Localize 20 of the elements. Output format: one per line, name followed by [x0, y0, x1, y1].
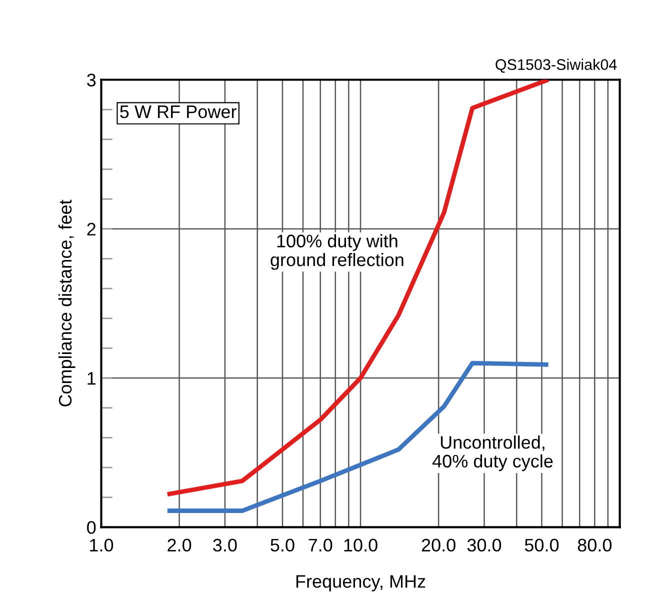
x-tick-label: 20.0 — [422, 538, 456, 552]
y-tick-label: 0 — [87, 521, 96, 534]
y-axis-title: Compliance distance, feet — [58, 200, 76, 406]
annotation: 5 W RF Power — [120, 106, 236, 118]
text: QS1503-Siwiak04 — [496, 58, 617, 73]
x-tick-label: 5.0 — [270, 538, 294, 552]
x-tick-label: 30.0 — [467, 538, 502, 552]
x-tick-label: 1.0 — [90, 538, 114, 552]
x-tick-label: 50.0 — [524, 538, 559, 552]
x-tick-label: 10.0 — [344, 538, 378, 552]
series-label: 100% duty with ground reflection — [270, 234, 404, 270]
x-tick-label: 3.0 — [213, 538, 237, 552]
y-tick-label: 3 — [87, 74, 96, 86]
y-tick-label: 1 — [88, 372, 96, 385]
x-tick-label: 7.0 — [308, 538, 332, 552]
y-tick-label: 2 — [87, 222, 96, 236]
series-label: Uncontrolled, 40% duty cycle — [432, 436, 553, 472]
x-axis-title: Frequency, MHz — [296, 575, 426, 592]
x-tick-label: 80.0 — [578, 538, 612, 552]
x-tick-label: 2.0 — [168, 538, 192, 552]
